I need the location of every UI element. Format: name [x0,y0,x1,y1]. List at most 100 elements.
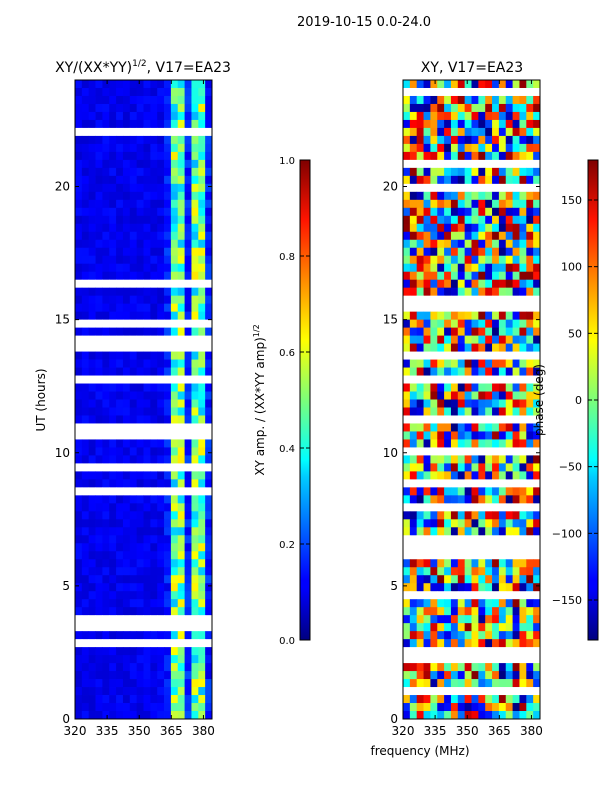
heatmap-cell [423,151,431,161]
heatmap-cell [444,679,452,688]
heatmap-cell [533,119,541,129]
heatmap-cell [464,599,472,608]
heatmap-cell [129,463,138,472]
heatmap-cell [512,111,520,121]
heatmap-cell [409,567,418,576]
heatmap-cell [184,319,192,329]
heatmap-cell [478,623,486,632]
heatmap-cell [437,575,445,584]
heatmap-cell [191,695,199,704]
heatmap-cell [150,647,158,656]
heatmap-cell [109,671,117,680]
heatmap-cell [457,679,466,688]
heatmap-cell [136,695,144,704]
heatmap-cell [143,335,151,344]
heatmap-cell [403,431,411,440]
heatmap-cell [423,367,431,376]
heatmap-cell [191,295,199,305]
amplitude-ylabel: UT (hours) [34,368,48,431]
heatmap-cell [478,87,486,97]
heatmap-cell [170,255,179,265]
heatmap-cell [478,655,486,664]
heatmap-cell [485,527,493,536]
heatmap-cell [471,359,479,368]
heatmap-cell [177,535,185,544]
heatmap-cell [430,215,438,225]
heatmap-cell [95,567,103,576]
heatmap-cell [485,95,493,105]
heatmap-cell [122,431,131,440]
heatmap-cell [109,615,117,624]
heatmap-cell [450,191,459,201]
heatmap-cell [498,591,507,600]
heatmap-cell [478,495,486,504]
heatmap-cell [143,215,151,225]
heatmap-cell [403,471,411,480]
heatmap-cell [505,183,513,193]
heatmap-cell [526,471,534,480]
heatmap-cell [164,567,172,576]
y-tick-label: 0 [62,712,70,726]
heatmap-cell [505,367,513,376]
heatmap-cell [164,543,172,552]
heatmap-cell [498,391,507,400]
heatmap-cell [423,167,431,177]
heatmap-cell [136,687,144,696]
heatmap-cell [109,583,117,592]
heatmap-cell [88,471,96,480]
heatmap-cell [403,231,411,241]
heatmap-cell [505,175,513,185]
heatmap-cell [512,119,520,129]
heatmap-cell [170,703,179,712]
heatmap-cell [457,519,466,528]
heatmap-cell [198,175,206,185]
heatmap-cell [498,327,507,336]
heatmap-cell [485,391,493,400]
heatmap-cell [143,583,151,592]
heatmap-cell [150,455,158,464]
heatmap-cell [437,551,445,560]
heatmap-cell [519,375,527,384]
heatmap-cell [102,583,110,592]
heatmap-cell [109,287,117,297]
heatmap-cell [129,87,138,97]
heatmap-cell [519,479,527,488]
heatmap-cell [409,655,418,664]
heatmap-cell [464,455,472,464]
heatmap-cell [444,407,452,416]
heatmap-cell [533,487,541,496]
heatmap-cell [150,663,158,672]
heatmap-cell [184,167,192,177]
heatmap-cell [116,655,124,664]
heatmap-cell [526,239,534,249]
heatmap-cell [95,151,103,161]
heatmap-cell [177,311,185,321]
heatmap-cell [505,479,513,488]
heatmap-cell [170,335,179,344]
heatmap-cell [122,327,131,336]
heatmap-cell [423,639,431,648]
heatmap-cell [109,359,117,368]
heatmap-cell [409,391,418,400]
heatmap-cell [102,655,110,664]
heatmap-cell [485,271,493,281]
heatmap-cell [205,471,213,480]
heatmap-cell [430,455,438,464]
heatmap-cell [457,263,466,273]
heatmap-cell [75,471,83,480]
heatmap-cell [409,295,418,305]
heatmap-cell [485,103,493,113]
heatmap-cell [464,135,472,145]
heatmap-cell [164,343,172,352]
heatmap-cell [403,607,411,616]
heatmap-cell [471,487,479,496]
heatmap-cell [122,375,131,384]
heatmap-cell [485,439,493,448]
heatmap-cell [129,639,138,648]
heatmap-cell [136,639,144,648]
heatmap-cell [150,167,158,177]
heatmap-cell [437,399,445,408]
heatmap-cell [512,391,520,400]
heatmap-cell [416,175,424,185]
